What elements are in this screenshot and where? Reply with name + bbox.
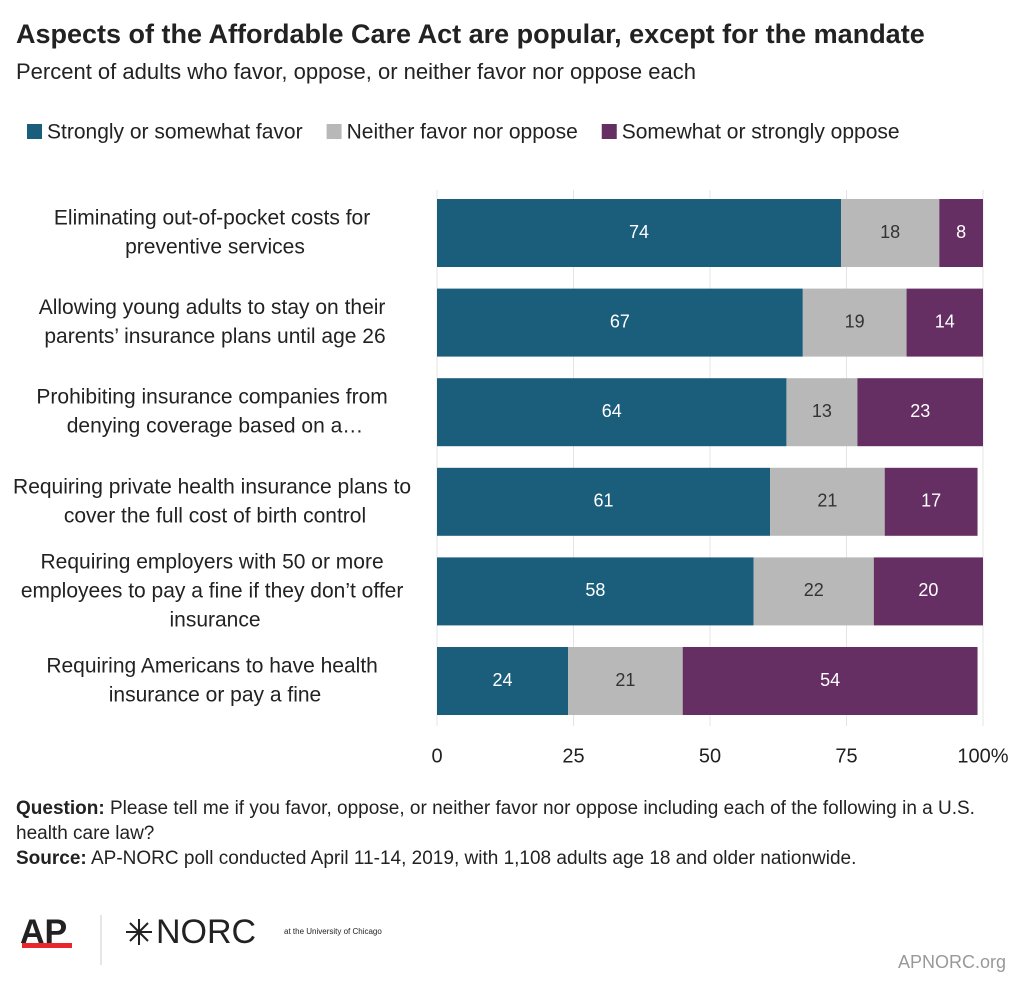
bar-segment <box>802 288 907 357</box>
bar-segment <box>786 378 858 447</box>
category-label: Allowing young adults to stay on their p… <box>39 296 392 348</box>
category-label: Requiring private health insurance plans… <box>13 475 417 527</box>
value-label: 22 <box>804 580 824 600</box>
value-label: 21 <box>615 670 635 690</box>
legend-swatch <box>27 124 42 139</box>
legend-label: Somewhat or strongly oppose <box>622 121 900 144</box>
legend-label: Strongly or somewhat favor <box>47 121 303 144</box>
chart-subtitle: Percent of adults who favor, oppose, or … <box>16 59 696 84</box>
footnotes: Question: Please tell me if you favor, o… <box>16 796 1006 871</box>
logo-star <box>126 919 152 945</box>
bar-segment <box>753 557 874 626</box>
bar-segment <box>437 557 754 626</box>
question: Question: Please tell me if you favor, o… <box>16 796 1006 846</box>
value-label: 74 <box>629 222 649 242</box>
source-label: Source: <box>16 848 87 869</box>
bar-segment <box>906 288 983 357</box>
value-label: 58 <box>585 580 605 600</box>
bar-segment <box>770 467 885 536</box>
value-label: 13 <box>812 401 832 421</box>
x-tick-label: 0 <box>431 745 442 767</box>
site: APNORC.org <box>898 952 1006 972</box>
bar-segment <box>437 199 842 267</box>
bar-segment <box>939 199 983 267</box>
logo-ap: AP <box>20 913 67 951</box>
bar-segment <box>857 378 983 447</box>
bar-segment <box>568 647 683 715</box>
category-label: Requiring Americans to have health insur… <box>46 654 383 706</box>
bar-segment <box>437 288 803 357</box>
x-tick-label: 25 <box>562 745 584 767</box>
value-label: 24 <box>493 670 513 690</box>
logo-norc: NORC <box>156 913 256 951</box>
value-label: 23 <box>910 401 930 421</box>
value-label: 17 <box>921 491 941 511</box>
bar-segment <box>682 647 978 715</box>
legend-label: Neither favor nor oppose <box>347 121 578 144</box>
value-label: 21 <box>817 491 837 511</box>
x-tick-label: 75 <box>835 745 857 767</box>
x-tick-label: 50 <box>699 745 721 767</box>
bar-segment <box>873 557 983 626</box>
value-label: 8 <box>956 222 966 242</box>
value-label: 14 <box>935 311 955 331</box>
chart-title: Aspects of the Affordable Care Act are p… <box>16 19 925 49</box>
bar-segment <box>437 647 569 715</box>
source: Source: AP-NORC poll conducted April 11-… <box>16 846 1006 871</box>
legend-swatch <box>326 124 342 139</box>
bar-segment <box>841 199 940 267</box>
source-text: AP-NORC poll conducted April 11-14, 2019… <box>90 848 857 869</box>
question-label: Question: <box>16 798 105 819</box>
value-label: 19 <box>845 311 865 331</box>
category-label: Eliminating out-of-pocket costs for prev… <box>54 206 376 258</box>
value-label: 54 <box>820 670 840 690</box>
x-tick-label: 100% <box>957 745 1008 767</box>
value-label: 61 <box>594 491 614 511</box>
value-label: 64 <box>602 401 622 421</box>
logo-norc-sub: at the University of Chicago <box>284 927 382 936</box>
bar-segment <box>437 378 787 447</box>
legend-swatch <box>601 124 617 139</box>
value-label: 67 <box>610 311 630 331</box>
bar-segment <box>437 467 771 536</box>
question-text: Please tell me if you favor, oppose, or … <box>16 798 975 844</box>
value-label: 18 <box>880 222 900 242</box>
category-label: Requiring employers with 50 or more empl… <box>21 550 409 631</box>
value-label: 20 <box>918 580 938 600</box>
logo-bar <box>22 943 72 948</box>
bar-segment <box>884 467 978 536</box>
category-label: Prohibiting insurance companies from den… <box>36 385 393 437</box>
